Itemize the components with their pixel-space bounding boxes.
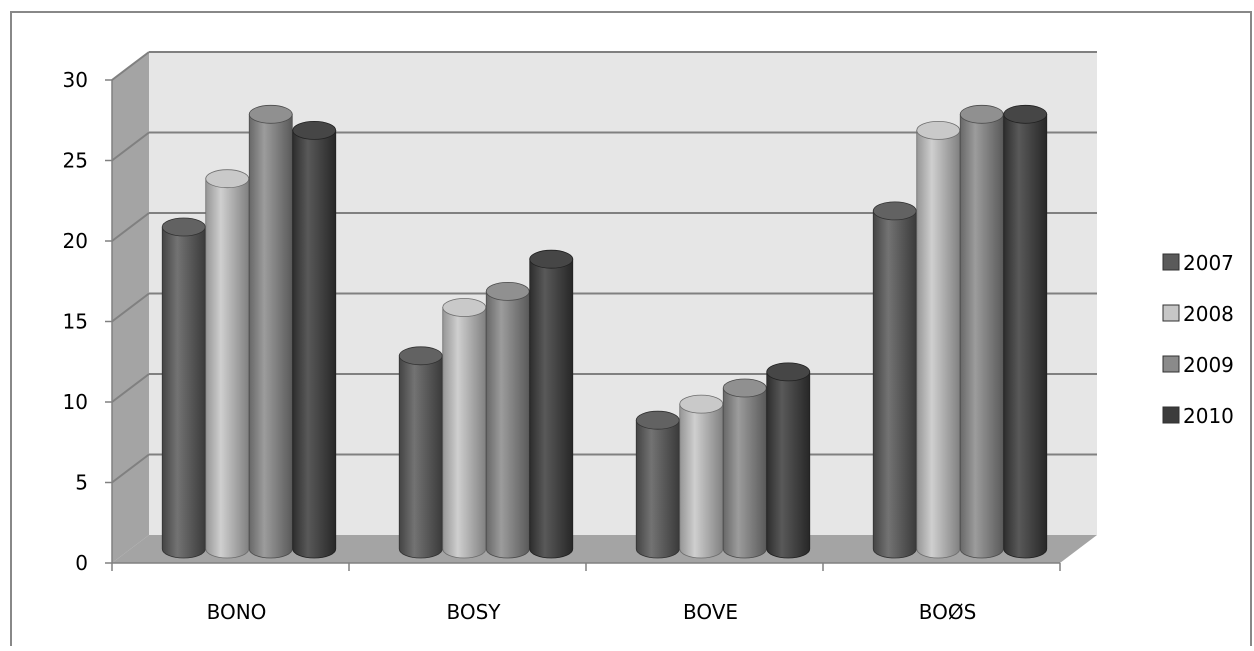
bar-top [161,217,206,237]
gridline-side [111,292,150,323]
bar-BOSY-2007 [398,346,443,559]
x-tick-label: BOVE [683,600,738,624]
bar-body [485,291,530,559]
bar-top [248,104,293,124]
y-tick-label: 5 [75,471,88,495]
bar-top [679,394,724,414]
bar-body [916,130,961,559]
legend-swatch [1162,253,1180,271]
bar-BOØS-2009 [959,104,1004,559]
bar-body [248,113,293,559]
gridline-side [111,51,150,81]
bar-top [722,378,767,398]
x-tick-label: BOØS [919,600,977,624]
bar-top [916,120,961,140]
gridline-side [111,131,150,162]
y-tick-label: 25 [63,149,88,173]
legend-swatch [1162,355,1180,373]
y-tick-label: 20 [63,229,88,253]
bar-BOVE-2007 [635,410,680,559]
legend-label: 2007 [1183,251,1234,275]
bar-BOVE-2009 [722,378,767,559]
bar-BOSY-2010 [529,249,574,559]
y-axis-tick-labels: 0 5 10 15 20 25 30 [63,68,88,575]
bar-BONO-2010 [292,120,337,559]
legend-label: 2009 [1183,353,1234,377]
bar-body [529,258,574,559]
bar-body [959,113,1004,559]
bar-top [442,298,487,317]
bar-BOVE-2010 [766,362,811,559]
gridline-side [111,453,150,484]
floor [112,535,1097,563]
bar-top [766,362,811,382]
bar-top [292,120,337,140]
gridline-side [111,212,150,242]
legend-swatch [1162,304,1180,322]
legend-item: 2009 [1162,353,1234,377]
legend-item: 2008 [1162,302,1234,326]
gridline-side [111,373,150,403]
bar-body [292,130,337,559]
bar-top [205,169,250,189]
bar-top [635,410,680,430]
bar-body [398,355,443,559]
y-tick-label: 15 [63,310,88,334]
legend-label: 2008 [1183,302,1234,326]
bar-BONO-2009 [248,104,293,559]
legend-label: 2010 [1183,404,1234,428]
bar-top [485,281,530,301]
bar-BOSY-2009 [485,281,530,559]
y-tick-label: 10 [63,390,88,414]
bar-body [722,387,767,559]
x-axis-tick-labels: BONO BOSY BOVE BOØS [207,600,977,624]
bar-BOØS-2008 [916,120,961,559]
bar-top [872,201,917,221]
legend-swatch [1162,406,1180,424]
bar-top [959,104,1004,124]
bar-BOØS-2010 [1003,104,1048,559]
bar-BONO-2007 [161,217,206,559]
x-tick-label: BOSY [446,600,501,624]
bar-body [635,419,680,559]
y-tick-label: 0 [75,551,88,575]
bar-body [161,226,206,559]
legend-item: 2007 [1162,251,1234,275]
bar-top [1003,104,1048,124]
bar-BOSY-2008 [442,298,487,559]
bar-BONO-2008 [205,169,250,559]
bar-body [442,307,487,559]
bar-top [398,346,443,366]
bar-BOØS-2007 [872,201,917,559]
bar-body [1003,113,1048,559]
legend-item: 2010 [1162,404,1234,428]
bar-body [872,210,917,559]
legend: 2007 2008 2009 2010 [1162,251,1234,428]
x-tick-label: BONO [207,600,267,624]
axes [105,79,1061,571]
bar-body [766,371,811,559]
y-tick-label: 30 [63,68,88,92]
bar-body [205,178,250,559]
bar-body [679,403,724,559]
bar-top [529,249,574,269]
bars [161,104,1048,559]
bar-BOVE-2008 [679,394,724,559]
